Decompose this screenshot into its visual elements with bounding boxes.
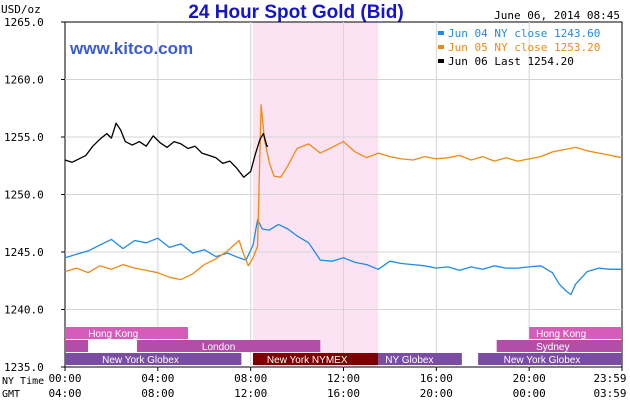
y-tick-label: 1260.0: [4, 74, 44, 87]
market-hong-kong-label: Hong Kong: [88, 329, 138, 340]
market-hong-kong: [65, 327, 189, 339]
y-tick-label: 1245.0: [4, 246, 44, 259]
y-axis-label: USD/oz: [1, 3, 41, 16]
market-new-york-nymex: [252, 353, 379, 365]
x-tick-label-gmt: 03:59: [593, 387, 626, 400]
market-ny-globex: [378, 353, 462, 365]
y-tick-label: 1240.0: [4, 304, 44, 317]
x-axis-gmt-label: GMT: [2, 389, 20, 400]
legend-swatch-1: [438, 31, 444, 35]
x-tick-label-ny: 23:59: [593, 372, 626, 385]
market-new-york-globex-next-label: New York Globex: [504, 355, 581, 366]
y-tick-label: 1265.0: [4, 16, 44, 29]
legend-label-3: Jun 06 Last 1254.20: [448, 55, 574, 68]
source-watermark: www.kitco.com: [69, 39, 193, 58]
market-london-label: London: [202, 342, 235, 353]
series-line-2: [64, 104, 623, 281]
chart-date: June 06, 2014 08:45: [494, 9, 620, 22]
market-london: [136, 340, 321, 352]
x-tick-label-gmt: 04:00: [48, 387, 81, 400]
market-new-york-globex: [65, 353, 242, 365]
x-tick-label-gmt: 16:00: [327, 387, 360, 400]
x-tick-label-ny: 12:00: [327, 372, 360, 385]
plot-area: 1265.0 1260.0 1255.0 1250.0 1245.0 1240.0 1235…: [2, 16, 627, 400]
legend-label-1: Jun 04 NY close 1243.60: [448, 27, 600, 40]
x-tick-label-ny: 20:00: [513, 372, 546, 385]
x-tick-label-gmt: 08:00: [141, 387, 174, 400]
market-hong-kong-next: [529, 327, 622, 339]
x-tick-label-ny: 00:00: [48, 372, 81, 385]
y-tick-label: 1250.0: [4, 189, 44, 202]
x-tick-label-ny: 04:00: [141, 372, 174, 385]
market-new-york-nymex-label: New York NYMEX: [267, 355, 348, 366]
legend-swatch-2: [438, 45, 444, 49]
market-gap: [88, 340, 137, 352]
legend-swatch-3: [438, 59, 444, 63]
y-tick-label: 1255.0: [4, 131, 44, 144]
market-new-york-globex-next: [478, 353, 622, 365]
market-new-york-globex-label: New York Globex: [102, 355, 179, 366]
x-tick-label-ny: 16:00: [420, 372, 453, 385]
legend-label-2: Jun 05 NY close 1253.20: [448, 41, 600, 54]
x-tick-label-ny: 08:00: [234, 372, 267, 385]
y-tick-label: 1235.0: [4, 361, 44, 374]
x-tick-label-gmt: 20:00: [420, 387, 453, 400]
chart-title: 24 Hour Spot Gold (Bid): [188, 2, 403, 23]
market-hong-kong-next-label: Hong Kong: [536, 329, 586, 340]
market-sydney-label: Sydney: [536, 342, 569, 353]
x-tick-label-gmt: 12:00: [234, 387, 267, 400]
market-sydney-early: [65, 340, 89, 352]
x-axis-ny-label: NY Time: [2, 376, 44, 387]
series-line-1: [64, 219, 622, 296]
series-line-3: [64, 122, 269, 178]
market-sydney: [496, 340, 622, 352]
market-ny-globex-label: NY Globex: [385, 355, 433, 366]
x-tick-label-gmt: 00:00: [513, 387, 546, 400]
